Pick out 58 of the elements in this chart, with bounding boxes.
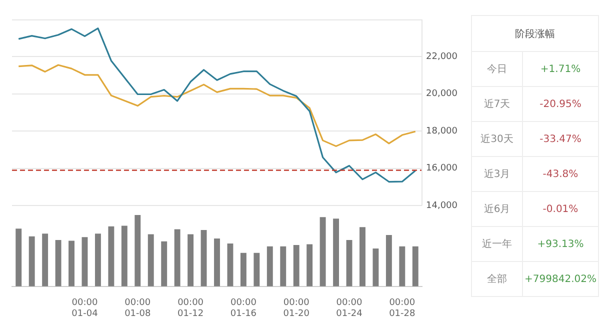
- text: +93.13%: [537, 238, 584, 250]
- x-tick-label: 00:00 01-20: [283, 298, 310, 319]
- y-tick-label: 22,000: [426, 52, 458, 62]
- bar: [293, 244, 300, 286]
- bar: [412, 246, 418, 286]
- bar: [372, 248, 379, 286]
- bar: [134, 215, 141, 286]
- bar: [68, 240, 74, 286]
- x-tick-label: 00:00 01-12: [177, 298, 204, 319]
- bar: [121, 226, 128, 286]
- x-tick-label: 00:00 01-16: [230, 298, 257, 319]
- bar: [254, 252, 260, 286]
- x-tick-label: 00:00 01-24: [336, 298, 363, 319]
- category-label: 全部: [472, 261, 523, 296]
- category-label: 近7天: [472, 86, 523, 121]
- bar: [188, 234, 194, 286]
- bar: [306, 244, 313, 286]
- category-label: 今日: [472, 51, 523, 86]
- category-label: 近30天: [472, 121, 523, 156]
- text: -20.95%: [540, 98, 582, 110]
- bar: [28, 236, 35, 286]
- category-label: 近一年: [472, 226, 523, 261]
- category-label: 近3月: [472, 156, 523, 191]
- bar: [148, 234, 154, 286]
- text: +799842.02%: [524, 274, 596, 284]
- bar: [200, 230, 207, 286]
- y-tick-label: 14,000: [426, 200, 458, 211]
- bar: [42, 234, 48, 286]
- bar: [320, 217, 326, 286]
- bar: [386, 234, 392, 286]
- y-tick-label: 20,000: [426, 89, 458, 100]
- text: 阶段涨幅: [514, 28, 556, 42]
- category-label: 近6月: [472, 191, 523, 226]
- bar: [108, 226, 114, 286]
- bar: [266, 246, 273, 286]
- x-tick-label: 00:00 01-28: [389, 298, 416, 319]
- text: -0.01%: [542, 204, 578, 214]
- text: -33.47%: [540, 134, 582, 144]
- bar: [214, 238, 220, 286]
- y-tick-label: 18,000: [426, 126, 458, 136]
- bar: [16, 228, 22, 286]
- text: -43.8%: [542, 168, 578, 180]
- bar: [55, 240, 62, 286]
- bar: [94, 234, 101, 286]
- x-tick-label: 00:00 01-04: [72, 298, 98, 319]
- bar: [240, 252, 246, 286]
- bar: [333, 218, 340, 286]
- bar: [399, 246, 406, 286]
- x-tick-label: 00:00 01-08: [124, 298, 151, 319]
- bar: [174, 229, 180, 286]
- bar: [280, 246, 286, 286]
- text: +1.71%: [540, 64, 581, 74]
- bar: [82, 237, 88, 286]
- bar: [346, 240, 352, 286]
- bar: [360, 227, 366, 286]
- y-tick-label: 16,000: [426, 164, 458, 174]
- bar: [161, 241, 168, 286]
- bar: [227, 244, 234, 286]
